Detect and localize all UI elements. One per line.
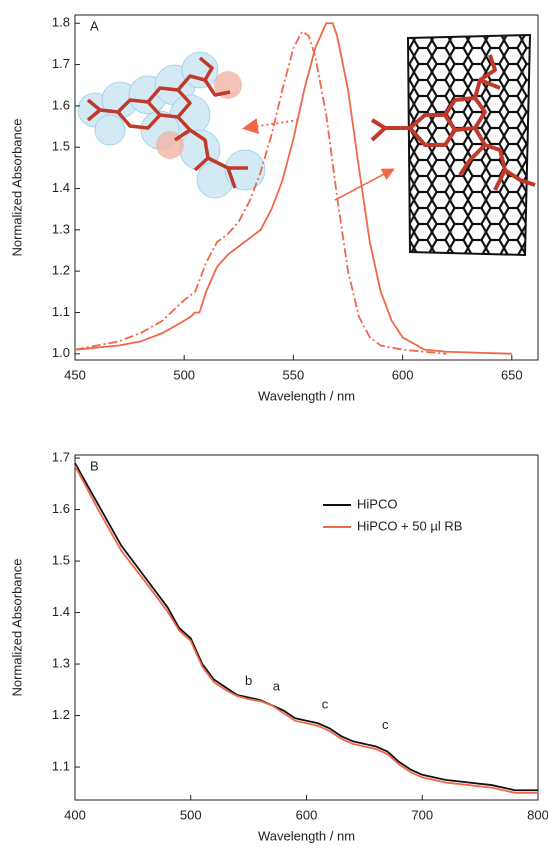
y-tick-label: 1.5: [52, 553, 70, 568]
y-tick-label: 1.1: [52, 758, 70, 773]
y-tick-label: 1.8: [52, 15, 70, 30]
data-line: [74, 465, 538, 794]
data-line: [74, 22, 512, 355]
arrow: [334, 168, 395, 201]
x-axis-label: Wavelength / nm: [258, 828, 355, 843]
y-tick-label: 1.3: [52, 655, 70, 670]
legend-label: HiPCO: [357, 496, 397, 511]
y-tick-label: 1.4: [52, 180, 70, 195]
molecule-illustration: [77, 51, 266, 199]
x-tick-label: 450: [64, 367, 86, 382]
nanotube-illustration: [370, 33, 536, 257]
x-tick-label: 600: [296, 807, 318, 822]
y-tick-label: 1.3: [52, 221, 70, 236]
y-tick-label: 1.5: [52, 139, 70, 154]
y-tick-label: 1.2: [52, 707, 70, 722]
x-tick-label: 600: [392, 367, 414, 382]
panel-label: A: [90, 18, 99, 33]
y-tick-label: 1.6: [52, 97, 70, 112]
y-tick-label: 1.0: [52, 345, 70, 360]
annotation: c: [382, 717, 389, 732]
panel-label: B: [90, 458, 99, 473]
arrow: [242, 118, 299, 135]
plot-frame: [74, 454, 539, 801]
x-tick-label: 550: [283, 367, 305, 382]
annotation: b: [245, 673, 252, 688]
x-tick-label: 500: [180, 807, 202, 822]
y-tick-label: 1.7: [52, 56, 70, 71]
annotation: a: [273, 678, 281, 693]
x-tick-label: 700: [411, 807, 433, 822]
y-tick-label: 1.7: [52, 450, 70, 465]
annotation: c: [322, 696, 329, 711]
y-tick-label: 1.2: [52, 263, 70, 278]
y-tick-label: 1.1: [52, 304, 70, 319]
y-tick-label: 1.4: [52, 604, 70, 619]
plot-frame: [74, 14, 539, 361]
data-line: [74, 30, 447, 355]
x-tick-label: 400: [64, 807, 86, 822]
x-tick-label: 800: [527, 807, 548, 822]
y-axis-label: Normalized Absorbance: [9, 118, 24, 256]
data-line: [74, 462, 538, 792]
x-axis-label: Wavelength / nm: [258, 388, 355, 403]
x-tick-label: 500: [173, 367, 195, 382]
y-axis-label: Normalized Absorbance: [9, 558, 24, 696]
y-tick-label: 1.6: [52, 501, 70, 516]
x-tick-label: 650: [501, 367, 523, 382]
legend-label: HiPCO + 50 µl RB: [357, 518, 462, 533]
